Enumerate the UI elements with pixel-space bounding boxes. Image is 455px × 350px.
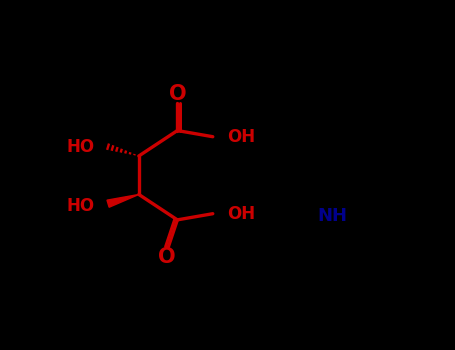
Text: HO: HO xyxy=(66,138,94,156)
Text: HO: HO xyxy=(66,197,94,215)
Text: OH: OH xyxy=(228,128,256,146)
Text: OH: OH xyxy=(228,205,256,223)
Polygon shape xyxy=(107,195,139,207)
Text: O: O xyxy=(168,84,186,104)
Text: NH: NH xyxy=(318,207,348,225)
Text: O: O xyxy=(158,247,175,267)
